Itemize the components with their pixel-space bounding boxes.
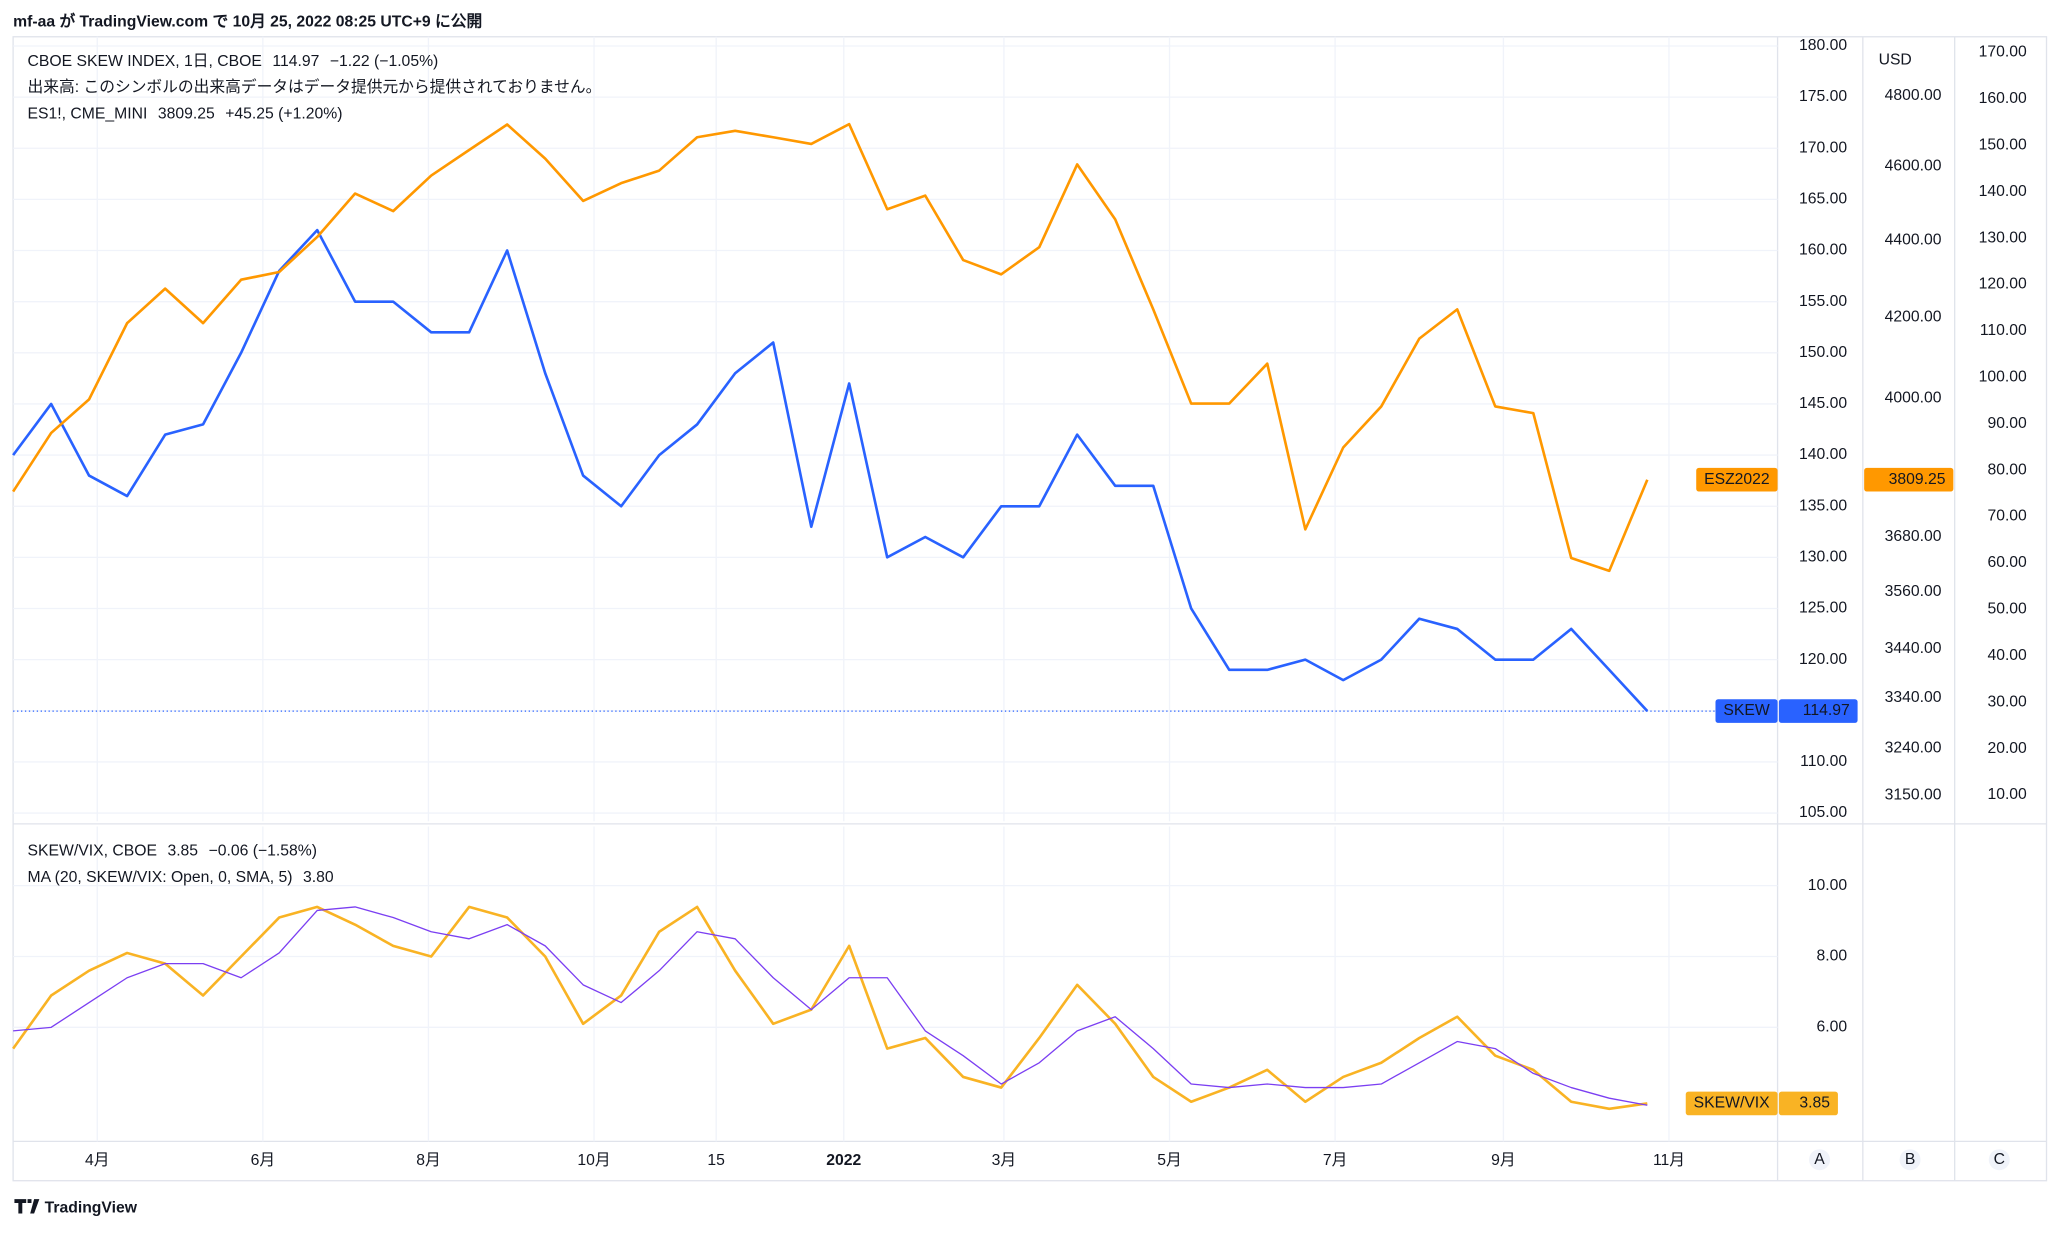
y3-tick-label: 20.00	[1987, 740, 2027, 757]
legend-name: SKEW/VIX, CBOE	[28, 843, 157, 860]
y-tick-label: 170.00	[1799, 139, 1847, 156]
y-tick-label: 150.00	[1799, 344, 1847, 361]
y2-tick-label: 4200.00	[1885, 309, 1942, 326]
legend-value: 3.85	[167, 843, 198, 860]
x-tick-label: 7月	[1323, 1152, 1348, 1169]
y3-tick-label: 100.00	[1979, 369, 2027, 386]
y-tick-label: 6.00	[1816, 1018, 1847, 1035]
y-tick-label: 165.00	[1799, 191, 1847, 208]
axis-name: A	[1814, 1151, 1825, 1168]
series-line	[12, 905, 1648, 1111]
y3-tick-label: 30.00	[1987, 693, 2027, 710]
y3-tick-label: 50.00	[1987, 601, 2027, 618]
y2-unit: USD	[1879, 52, 1912, 69]
series-tag-box	[1715, 699, 1778, 723]
axis-badge	[1988, 1149, 2010, 1171]
y3-tick-label: 160.00	[1979, 90, 2027, 107]
y2-tick-label: 3440.00	[1885, 640, 1942, 657]
axis-name: C	[1994, 1151, 2005, 1168]
y-tick-label: 160.00	[1799, 242, 1847, 259]
y3-tick-label: 150.00	[1979, 137, 2027, 154]
y-tick-label: 8.00	[1816, 948, 1847, 965]
y3-tick-label: 10.00	[1987, 786, 2027, 803]
y3-tick-label: 70.00	[1987, 508, 2027, 525]
y-tick-label: 120.00	[1799, 651, 1847, 668]
x-tick-label: 5月	[1157, 1152, 1182, 1169]
y2-tick-label: 3340.00	[1885, 689, 1942, 706]
footer-brand: TradingView	[45, 1199, 138, 1216]
y-tick-label: 130.00	[1799, 549, 1847, 566]
y3-tick-label: 80.00	[1987, 461, 2027, 478]
legend-change: −1.22 (−1.05%)	[330, 53, 438, 70]
y3-tick-label: 170.00	[1979, 44, 2027, 61]
y-tick-label: 175.00	[1799, 88, 1847, 105]
y3-tick-label: 120.00	[1979, 276, 2027, 293]
y2-tick-label: 3240.00	[1885, 740, 1942, 757]
y-tick-label: 110.00	[1800, 753, 1847, 770]
legend-value: 3.80	[303, 869, 334, 886]
y-tick-label: 125.00	[1799, 600, 1847, 617]
series-line	[13, 906, 1648, 1106]
y-tick-label: 105.00	[1799, 804, 1847, 821]
x-tick-label: 8月	[416, 1152, 441, 1169]
axis-name: B	[1905, 1151, 1916, 1168]
series-tag: SKEW/VIX	[1694, 1095, 1771, 1112]
y-tick-label: 140.00	[1799, 446, 1847, 463]
x-tick-label: 6月	[251, 1152, 276, 1169]
x-tick-label: 3月	[992, 1152, 1017, 1169]
legend-name: CBOE SKEW INDEX, 1日, CBOE	[28, 53, 262, 70]
y2-tick-label: 3560.00	[1885, 583, 1942, 600]
x-tick-label: 4月	[85, 1152, 110, 1169]
y2-tick-label: 4800.00	[1885, 87, 1942, 104]
y-tick-label: 155.00	[1799, 293, 1847, 310]
y3-tick-label: 110.00	[1980, 322, 2027, 339]
legend-name: ES1!, CME_MINI	[28, 105, 148, 122]
y-tick-label: 145.00	[1799, 395, 1847, 412]
logo-mark	[14, 1199, 40, 1214]
series-line	[12, 228, 1649, 712]
publish-header: mf-aa が TradingView.com で 10月 25, 2022 0…	[13, 11, 482, 30]
y3-tick-label: 130.00	[1979, 229, 2027, 246]
series-tag-box	[1685, 1091, 1778, 1116]
y2-tick-label: 3680.00	[1885, 528, 1942, 545]
series-tag: SKEW	[1723, 702, 1769, 719]
y-tick-label: 180.00	[1799, 37, 1847, 54]
y3-tick-label: 140.00	[1979, 183, 2027, 200]
legend-change: −0.06 (−1.58%)	[209, 843, 317, 860]
legend-value: 3809.25	[158, 105, 215, 122]
y2-tick-label: 4400.00	[1885, 232, 1942, 249]
legend-change: +45.25 (+1.20%)	[225, 105, 342, 122]
x-tick-label: 11月	[1653, 1152, 1685, 1169]
legend-value: 114.97	[272, 53, 319, 70]
axis-badge	[1809, 1149, 1831, 1171]
last-value-label: 3809.25	[1889, 471, 1946, 488]
y-tick-label: 10.00	[1808, 877, 1848, 894]
y3-tick-label: 90.00	[1987, 415, 2027, 432]
x-tick-label: 9月	[1491, 1152, 1516, 1169]
legend-name: MA (20, SKEW/VIX: Open, 0, SMA, 5)	[28, 869, 293, 886]
y3-tick-label: 60.00	[1987, 554, 2027, 571]
series-tag-box	[1696, 467, 1778, 492]
y2-tick-label: 4600.00	[1885, 158, 1942, 175]
axis-badge	[1899, 1149, 1921, 1171]
y-tick-label: 135.00	[1799, 497, 1847, 514]
series-line	[12, 122, 1649, 573]
series-tag: ESZ2022	[1704, 471, 1770, 488]
last-value-label: 3.85	[1799, 1095, 1830, 1112]
last-value-box	[1778, 699, 1858, 723]
x-tick-label: 15	[707, 1152, 725, 1169]
legend-note: 出来高: このシンボルの出来高データはデータ提供元から提供されておりません。	[28, 77, 602, 96]
x-tick-label: 10月	[577, 1152, 610, 1169]
last-value-box	[1778, 1091, 1838, 1116]
y2-tick-label: 4000.00	[1885, 390, 1942, 407]
last-value-label: 114.97	[1803, 702, 1850, 719]
y3-tick-label: 40.00	[1987, 647, 2027, 664]
y2-tick-label: 3150.00	[1885, 786, 1942, 803]
last-value-box	[1864, 467, 1954, 492]
x-tick-label: 2022	[826, 1152, 861, 1169]
logo	[14, 1199, 40, 1214]
